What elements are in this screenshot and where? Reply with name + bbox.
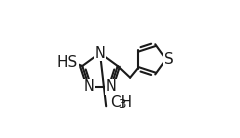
Text: N: N	[106, 79, 116, 94]
Text: N: N	[95, 46, 105, 61]
Text: 3: 3	[119, 98, 126, 111]
Text: CH: CH	[110, 95, 132, 110]
Text: N: N	[84, 79, 95, 94]
Text: S: S	[164, 52, 174, 67]
Text: HS: HS	[57, 55, 78, 70]
